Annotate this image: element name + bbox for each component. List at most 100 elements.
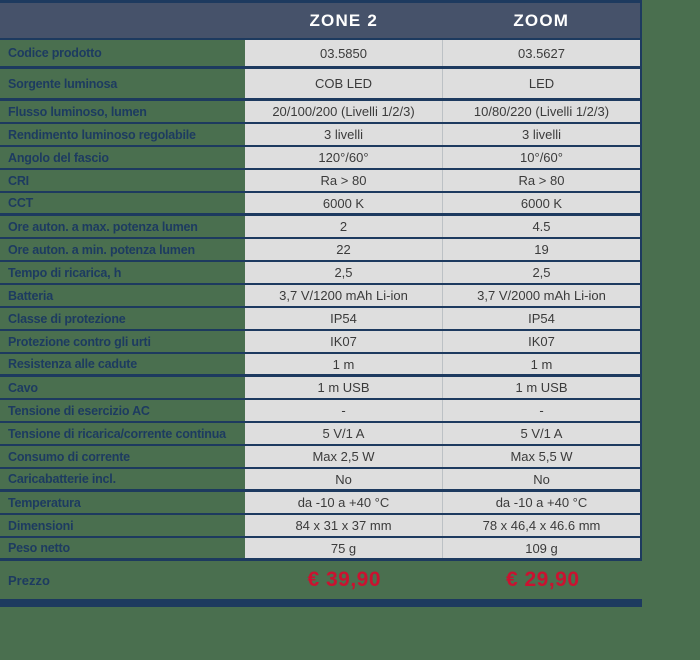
spec-value-zoom: 1 m USB	[442, 377, 640, 398]
spec-row: Tensione di ricarica/corrente continua 5 …	[0, 423, 640, 446]
spec-value-zoom: da -10 a +40 °C	[442, 492, 640, 513]
spec-value-zone2: 22	[245, 239, 442, 260]
spec-row-label: Tensione di ricarica/corrente continua	[8, 426, 226, 441]
spec-row: Classe di protezione IP54 IP54	[0, 308, 640, 331]
spec-value-zoom: Ra > 80	[442, 170, 640, 191]
spec-value-zone2: -	[245, 400, 442, 421]
spec-row: CCT 6000 K 6000 K	[0, 193, 640, 216]
spec-row-label: Resistenza alle cadute	[8, 357, 137, 371]
spec-value-zone2: 5 V/1 A	[245, 423, 442, 444]
header-label-spacer	[0, 3, 245, 38]
spec-value-zone2: 1 m USB	[245, 377, 442, 398]
spec-row: Flusso luminoso, lumen 20/100/200 (Livell…	[0, 101, 640, 124]
spec-value-zoom: 6000 K	[442, 193, 640, 213]
column-header-zone2: ZONE 2	[309, 10, 379, 30]
spec-row-label: Protezione contro gli urti	[8, 334, 151, 349]
spec-value-zone2: 120°/60°	[245, 147, 442, 168]
spec-value-zoom: IK07	[442, 331, 640, 352]
spec-value-zone2: 6000 K	[245, 193, 442, 213]
spec-row-label: Ore auton. a max. potenza lumen	[8, 219, 198, 234]
spec-row: Rendimento luminoso regolabile 3 livelli 3…	[0, 124, 640, 147]
spec-row: CRI Ra > 80 Ra > 80	[0, 170, 640, 193]
spec-value-zoom: 4.5	[442, 216, 640, 237]
spec-value-zoom: 2,5	[442, 262, 640, 283]
table-header-row: ZONE 2 ZOOM	[0, 0, 642, 40]
spec-row: Sorgente luminosa COB LED LED	[0, 69, 640, 101]
spec-row-label: Flusso luminoso, lumen	[8, 104, 147, 119]
spec-value-zoom: 19	[442, 239, 640, 260]
price-value-zoom: € 29,90	[505, 568, 580, 591]
spec-row-label: CCT	[8, 196, 34, 210]
spec-value-zoom: 1 m	[442, 354, 640, 374]
spec-row: Protezione contro gli urti IK07 IK07	[0, 331, 640, 354]
spec-value-zoom: No	[442, 469, 640, 489]
spec-value-zoom: 5 V/1 A	[442, 423, 640, 444]
column-header-zoom: ZOOM	[513, 10, 570, 30]
spec-value-zoom: 78 x 46,4 x 46.6 mm	[442, 515, 640, 536]
spec-row-label: Classe di protezione	[8, 311, 126, 326]
spec-row: Peso netto 75 g 109 g	[0, 538, 640, 561]
spec-row-label: Rendimento luminoso regolabile	[8, 127, 196, 142]
spec-row: Consumo di corrente Max 2,5 W Max 5,5 W	[0, 446, 640, 469]
spec-value-zone2: Ra > 80	[245, 170, 442, 191]
spec-value-zoom: IP54	[442, 308, 640, 329]
spec-value-zoom: Max 5,5 W	[442, 446, 640, 467]
spec-value-zoom: -	[442, 400, 640, 421]
spec-value-zone2: 20/100/200 (Livelli 1/2/3)	[245, 101, 442, 122]
spec-value-zone2: 03.5850	[245, 40, 442, 66]
spec-row: Cavo 1 m USB 1 m USB	[0, 377, 640, 400]
price-value-zone2: € 39,90	[307, 568, 382, 591]
spec-row-label: CRI	[8, 173, 29, 188]
bottom-divider-bar	[0, 599, 642, 607]
spec-value-zoom: 03.5627	[442, 40, 640, 66]
spec-value-zone2: 3,7 V/1200 mAh Li-ion	[245, 285, 442, 306]
spec-row-label: Caricabatterie incl.	[8, 472, 116, 486]
spec-row-label: Tensione di esercizio AC	[8, 403, 150, 418]
spec-row-label: Batteria	[8, 288, 53, 303]
spec-value-zone2: COB LED	[245, 69, 442, 98]
spec-row: Angolo del fascio 120°/60° 10°/60°	[0, 147, 640, 170]
product-comparison-table: ZONE 2 ZOOM Codice prodotto 03.5850 03.562…	[0, 0, 642, 607]
spec-row-label: Codice prodotto	[8, 46, 102, 60]
spec-row: Ore auton. a max. potenza lumen 2 4.5	[0, 216, 640, 239]
spec-value-zone2: 1 m	[245, 354, 442, 374]
spec-value-zone2: Max 2,5 W	[245, 446, 442, 467]
spec-row-label: Angolo del fascio	[8, 150, 109, 165]
spec-rows: Codice prodotto 03.5850 03.5627 Sorgente lu…	[0, 40, 642, 561]
spec-value-zoom: 3 livelli	[442, 124, 640, 145]
spec-row: Temperatura da -10 a +40 °C da -10 a +40 °…	[0, 492, 640, 515]
spec-row-label: Tempo di ricarica, h	[8, 265, 122, 280]
spec-value-zoom: LED	[442, 69, 640, 98]
spec-value-zoom: 109 g	[442, 538, 640, 558]
spec-value-zone2: 84 x 31 x 37 mm	[245, 515, 442, 536]
spec-row: Caricabatterie incl. No No	[0, 469, 640, 492]
spec-value-zone2: 2,5	[245, 262, 442, 283]
spec-value-zone2: da -10 a +40 °C	[245, 492, 442, 513]
price-row-label: Prezzo	[8, 572, 50, 588]
spec-row-label: Cavo	[8, 380, 38, 395]
spec-row-label: Ore auton. a min. potenza lumen	[8, 242, 195, 257]
spec-row-label: Dimensioni	[8, 518, 74, 533]
spec-row: Ore auton. a min. potenza lumen 22 19	[0, 239, 640, 262]
spec-row-label: Temperatura	[8, 495, 81, 510]
spec-row: Batteria 3,7 V/1200 mAh Li-ion 3,7 V/2000 …	[0, 285, 640, 308]
spec-value-zone2: IP54	[245, 308, 442, 329]
spec-value-zoom: 3,7 V/2000 mAh Li-ion	[442, 285, 640, 306]
spec-row-label: Peso netto	[8, 541, 70, 555]
spec-row: Dimensioni 84 x 31 x 37 mm 78 x 46,4 x 46.…	[0, 515, 640, 538]
spec-value-zoom: 10°/60°	[442, 147, 640, 168]
spec-row-label: Consumo di corrente	[8, 449, 130, 464]
price-row: Prezzo € 39,90 € 29,90	[0, 561, 642, 599]
spec-value-zoom: 10/80/220 (Livelli 1/2/3)	[442, 101, 640, 122]
spec-row: Tempo di ricarica, h 2,5 2,5	[0, 262, 640, 285]
spec-row: Codice prodotto 03.5850 03.5627	[0, 40, 640, 69]
spec-row-label: Sorgente luminosa	[8, 76, 118, 91]
spec-value-zone2: 3 livelli	[245, 124, 442, 145]
spec-row: Tensione di esercizio AC - -	[0, 400, 640, 423]
spec-value-zone2: IK07	[245, 331, 442, 352]
spec-value-zone2: No	[245, 469, 442, 489]
spec-value-zone2: 75 g	[245, 538, 442, 558]
spec-value-zone2: 2	[245, 216, 442, 237]
